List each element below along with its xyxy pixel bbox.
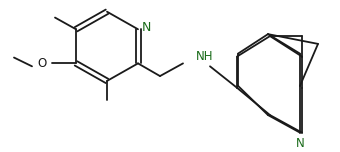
Text: N: N xyxy=(142,21,151,34)
Text: O: O xyxy=(37,57,47,70)
Text: NH: NH xyxy=(196,50,214,63)
Text: N: N xyxy=(295,136,304,150)
